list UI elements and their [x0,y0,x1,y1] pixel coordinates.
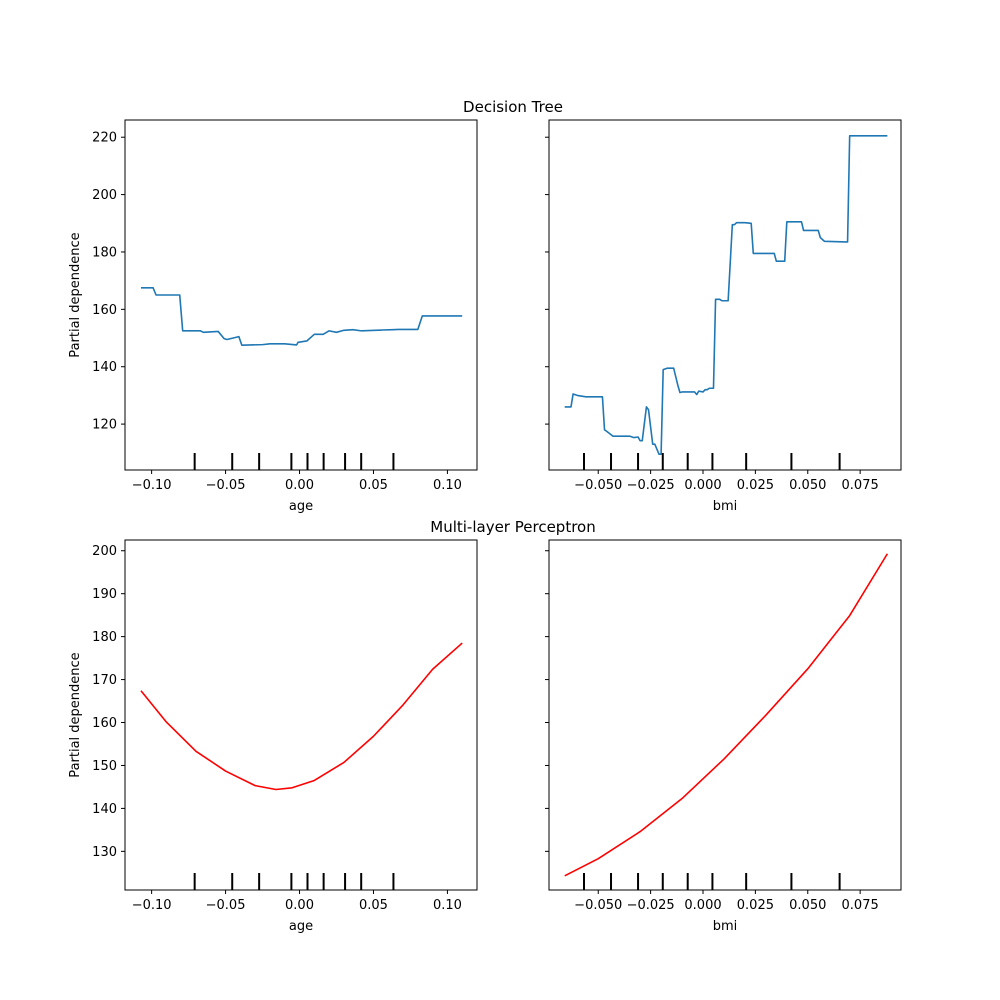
mlp-age-xtick-label: −0.10 [132,898,172,913]
dt-age-xtick-label: −0.10 [132,478,172,493]
dt-age-xtick-label: 0.00 [285,478,314,493]
mlp-age-xtick-label: 0.00 [285,898,314,913]
dt-age-xtick-label: −0.05 [206,478,246,493]
mlp-bmi-xtick-label: 0.050 [789,898,826,913]
mlp-bmi-xtick-label: 0.075 [842,898,879,913]
dt-age-ytick-label: 120 [92,418,117,433]
mlp-age-ylabel: Partial dependence [68,652,83,777]
mlp-title: Multi-layer Perceptron [430,518,595,536]
dt-age-xlabel: age [289,499,313,514]
dt-age-ytick-label: 140 [92,360,117,375]
mlp-bmi-pd-line [564,553,889,877]
dt-age-ytick-label: 220 [92,131,117,146]
mlp-age-frame [124,539,478,891]
mlp-age-ytick-label: 150 [92,759,117,774]
mlp-age-ytick-label: 190 [92,587,117,602]
mlp-age-xtick-label: −0.05 [206,898,246,913]
mlp-age-ytick-label: 180 [92,630,117,645]
dt-bmi-frame [548,119,902,471]
dt-bmi-xtick-label: 0.000 [684,478,721,493]
mlp-age-pd-line [140,642,463,791]
dt-age-xtick-label: 0.05 [359,478,388,493]
mlp-bmi-frame [548,539,902,891]
mlp-bmi-axes: −0.050 −0.025 0.000 0.025 0.050 0.075 bmi [545,539,902,934]
plots-layer: −0.10 −0.05 0.00 0.05 0.10 120 140 160 180 200 220… [68,119,902,934]
dt-bmi-axes: −0.050 −0.025 0.000 0.025 0.050 0.075 bmi [545,119,902,514]
dt-bmi-xtick-label: 0.025 [737,478,774,493]
mlp-age-ytick-label: 170 [92,673,117,688]
dt-age-ytick-label: 160 [92,303,117,318]
dt-bmi-xtick-label: −0.050 [574,478,622,493]
decision-tree-title: Decision Tree [463,98,563,116]
dt-bmi-xtick-label: 0.050 [789,478,826,493]
dt-bmi-xtick-label: 0.075 [842,478,879,493]
dt-bmi-xlabel: bmi [713,499,738,514]
mlp-bmi-xtick-label: −0.025 [627,898,675,913]
mlp-age-ytick-label: 140 [92,802,117,817]
dt-age-ytick-label: 200 [92,188,117,203]
mlp-bmi-xtick-label: 0.025 [737,898,774,913]
dt-age-axes: −0.10 −0.05 0.00 0.05 0.10 120 140 160 180 200 220… [68,119,478,514]
mlp-age-xtick-label: 0.05 [359,898,388,913]
mlp-age-xtick-label: 0.10 [433,898,462,913]
mlp-bmi-xtick-label: −0.050 [574,898,622,913]
mlp-age-ytick-label: 200 [92,544,117,559]
dt-bmi-xtick-label: −0.025 [627,478,675,493]
dt-age-ytick-label: 180 [92,245,117,260]
dt-age-frame [124,119,478,471]
dt-age-ylabel: Partial dependence [68,232,83,357]
mlp-bmi-xlabel: bmi [713,919,738,934]
mlp-age-ytick-label: 130 [92,845,117,860]
mlp-age-ytick-label: 160 [92,716,117,731]
mlp-age-xlabel: age [289,919,313,934]
mlp-bmi-xtick-label: 0.000 [684,898,721,913]
dt-bmi-pd-line [564,134,888,456]
mlp-age-axes: −0.10 −0.05 0.00 0.05 0.10 130 140 150 160 170 180… [68,539,478,934]
dt-age-xtick-label: 0.10 [433,478,462,493]
dt-age-pd-line [140,287,463,347]
